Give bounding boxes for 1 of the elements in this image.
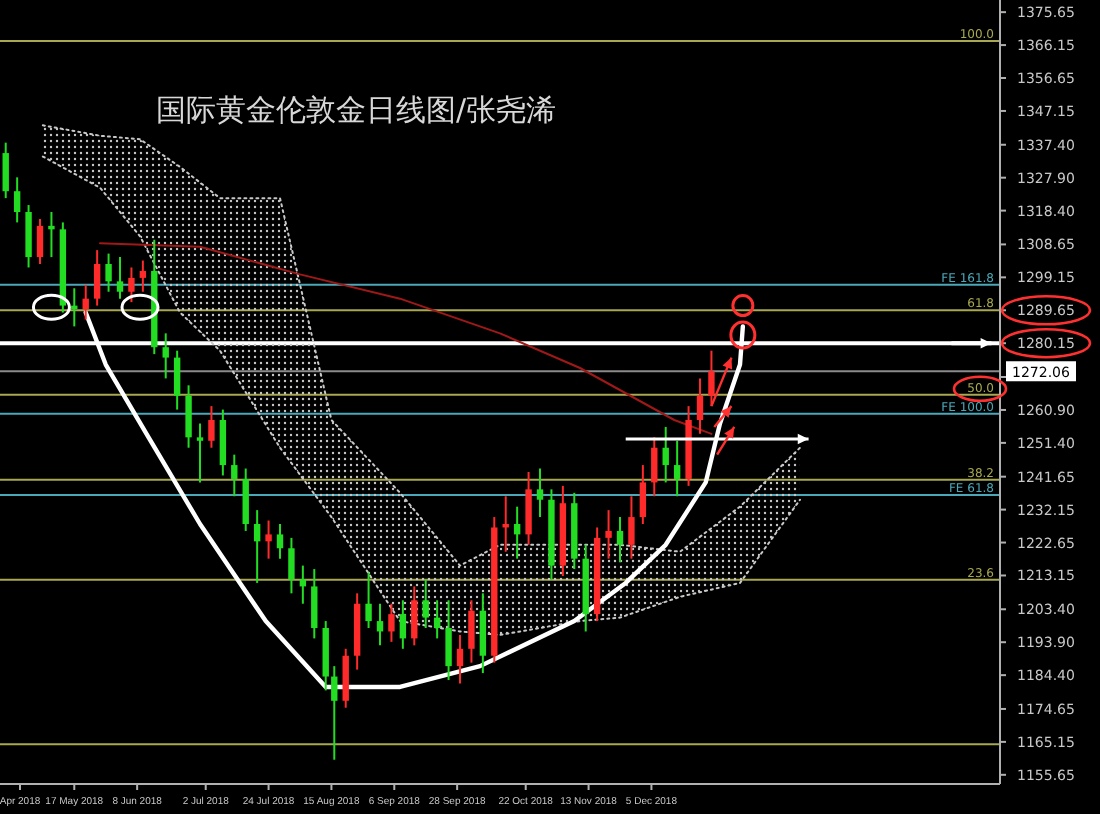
text: 国际黄金伦敦金日线图/张尧浠 (155, 92, 557, 128)
